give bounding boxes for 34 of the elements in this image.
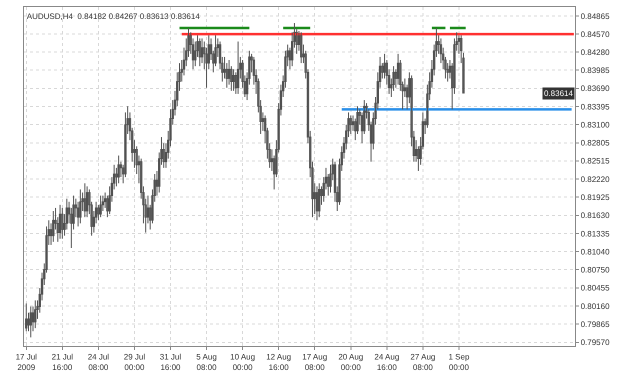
y-tick-label: 0.82515 — [580, 156, 610, 166]
y-tick-label: 0.83985 — [580, 66, 610, 75]
y-tick-label: 0.83100 — [580, 120, 610, 130]
annotation: 0.83614 — [544, 89, 574, 98]
y-tick-label: 0.84865 — [580, 12, 610, 21]
x-tick-label: 20 Aug 00:00 — [338, 352, 364, 372]
x-tick-label: 24 Jul 08:00 — [88, 352, 110, 372]
y-tick-label: 0.81630 — [580, 211, 610, 220]
x-tick-label: 27 Aug 08:00 — [410, 352, 436, 372]
y-tick-label: 0.81925 — [580, 192, 610, 202]
x-tick-label: 31 Jul 16:00 — [160, 352, 182, 372]
y-tick-label: 0.83395 — [580, 102, 610, 112]
y-tick-label: 0.82220 — [580, 174, 610, 184]
x-tick-label: 5 Aug 08:00 — [196, 352, 218, 372]
x-tick-label: 10 Aug 00:00 — [230, 352, 256, 372]
x-tick-label: 1 Sep 00:00 — [448, 352, 470, 372]
y-tick-label: 0.81335 — [580, 229, 610, 238]
x-tick-label: 12 Aug 16:00 — [266, 352, 292, 372]
x-tick-label: 21 Jul 16:00 — [52, 352, 74, 372]
y-tick-label: 0.79865 — [580, 320, 610, 329]
y-tick-label: 0.82805 — [580, 138, 610, 148]
y-tick-label: 0.84280 — [580, 48, 610, 57]
x-tick-label: 24 Aug 16:00 — [374, 352, 400, 372]
x-tick-label: 17 Aug 08:00 — [302, 352, 328, 372]
y-tick-label: 0.80750 — [580, 265, 610, 274]
text: AUDUSD,H4 0.84182 0.84267 0.83613 0.83614 — [26, 12, 200, 21]
y-tick-label: 0.84570 — [580, 30, 610, 39]
y-tick-label: 0.81040 — [580, 248, 610, 256]
y-tick-label: 0.80455 — [580, 284, 610, 293]
y-tick-label: 0.83690 — [580, 84, 610, 94]
x-tick-label: 17 Jul 2009 — [16, 352, 38, 372]
y-tick-label: 0.80160 — [580, 302, 610, 311]
x-tick-label: 29 Jul 00:00 — [124, 352, 146, 372]
y-tick-label: 0.79570 — [580, 338, 610, 348]
